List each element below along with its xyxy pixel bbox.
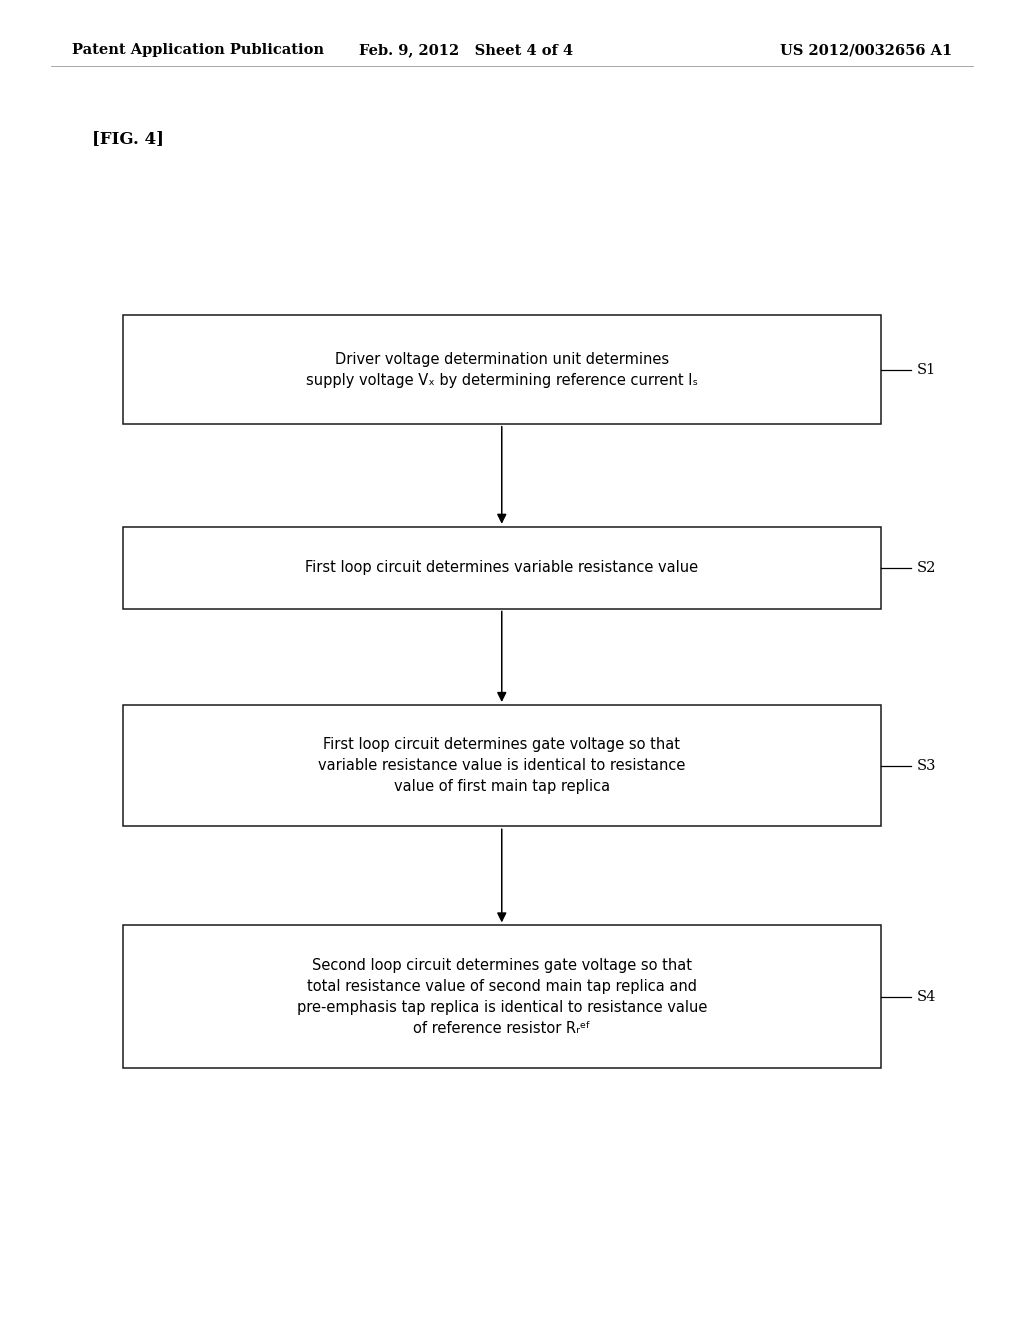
Bar [123, 527, 881, 609]
Text: S3: S3 [916, 759, 936, 772]
Text: S1: S1 [916, 363, 936, 376]
Bar [123, 705, 881, 826]
Bar [123, 925, 881, 1068]
Bar [123, 315, 881, 424]
Text: First loop circuit determines variable resistance value: First loop circuit determines variable r… [305, 560, 698, 576]
Text: Patent Application Publication: Patent Application Publication [72, 44, 324, 57]
Text: S4: S4 [916, 990, 936, 1003]
Text: S2: S2 [916, 561, 936, 574]
Text: Driver voltage determination unit determines
supply voltage Vₓ by determining re: Driver voltage determination unit determ… [306, 351, 697, 388]
Text: [FIG. 4]: [FIG. 4] [92, 131, 164, 147]
Text: US 2012/0032656 A1: US 2012/0032656 A1 [780, 44, 952, 57]
Text: Second loop circuit determines gate voltage so that
total resistance value of se: Second loop circuit determines gate volt… [297, 957, 707, 1036]
Text: Feb. 9, 2012   Sheet 4 of 4: Feb. 9, 2012 Sheet 4 of 4 [358, 44, 573, 57]
Text: First loop circuit determines gate voltage so that
variable resistance value is : First loop circuit determines gate volta… [318, 737, 685, 795]
